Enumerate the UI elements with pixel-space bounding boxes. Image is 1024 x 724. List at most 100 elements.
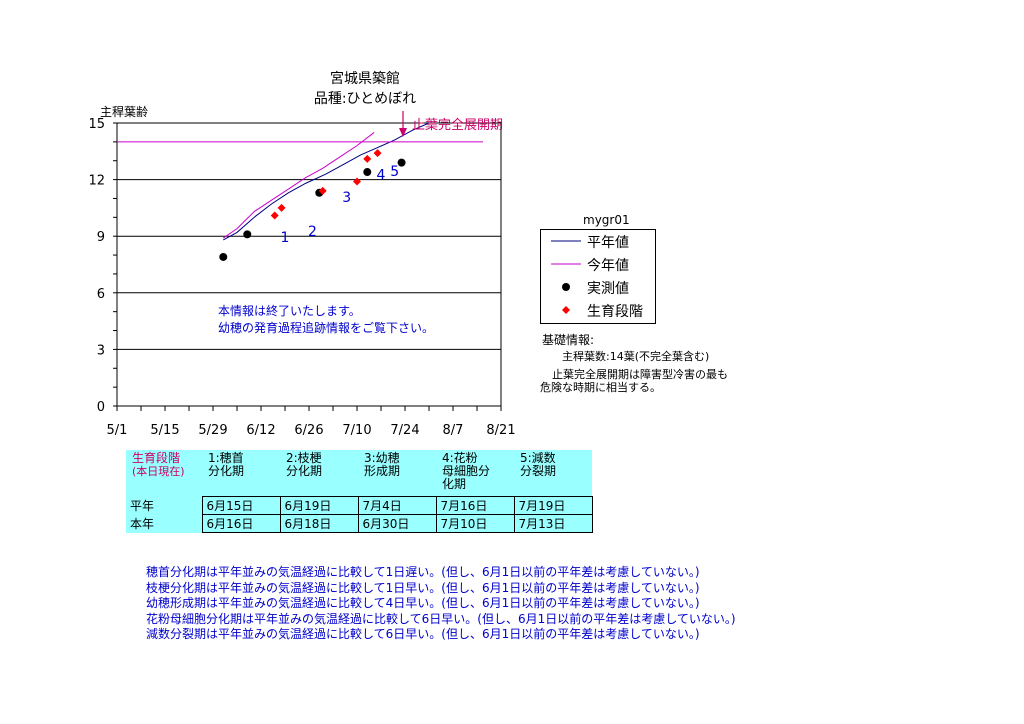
info-heading: 基礎情報: — [542, 333, 595, 347]
info-line-2: 止葉完全展開期は障害型冷害の最も — [552, 368, 728, 381]
stage-header-4-line-1: 4:花粉 — [442, 451, 478, 465]
y-axis-label: 主稈葉齢 — [100, 105, 149, 119]
stage-cell: 6月16日 — [201, 514, 281, 533]
legend-line-normal-icon — [551, 240, 581, 242]
legend-label-normal: 平年値 — [587, 235, 629, 251]
series-line-normal — [223, 122, 430, 241]
stage-point — [363, 154, 372, 163]
x-tick-label: 7/24 — [390, 423, 419, 438]
legend-item-normal: 平年値 — [541, 230, 655, 252]
legend-label-measured: 実測値 — [587, 281, 629, 297]
chart-series: 1 2 3 4 5 — [219, 122, 430, 261]
legend-label-current: 今年値 — [587, 258, 629, 274]
legend-diamond-icon — [562, 306, 570, 314]
y-tick-label: 12 — [88, 174, 105, 189]
stage-number-label: 3 — [342, 190, 351, 206]
stage-row-label: 平年 — [126, 496, 202, 515]
info-line-1: 主稈葉数:14葉(不完全葉含む) — [562, 350, 710, 363]
flag-leaf-arrowhead — [399, 128, 407, 137]
corner-line-1: 生育段階 — [132, 451, 181, 465]
chart-subtitle: 品種:ひとめぼれ — [313, 91, 417, 107]
legend-circle-icon — [562, 283, 570, 291]
stage-header-5-line-1: 5:減数 — [520, 451, 556, 465]
legend-item-current: 今年値 — [541, 253, 655, 275]
stage-cell: 7月4日 — [357, 496, 437, 515]
stage-row-label: 本年 — [126, 514, 202, 533]
stage-point — [373, 149, 382, 158]
legend-line-current-icon — [551, 263, 581, 265]
x-tick-label: 8/7 — [443, 423, 464, 438]
stage-header-2: 2:枝梗 分化期 — [280, 450, 358, 497]
stage-header-5: 5:減数 分裂期 — [514, 450, 592, 497]
stage-cell: 7月19日 — [513, 496, 593, 515]
measured-point — [363, 168, 372, 177]
stage-row-current: 本年 6月16日 6月18日 6月30日 7月10日 7月13日 — [126, 514, 593, 533]
legend-title: mygr01 — [583, 213, 630, 227]
notice-line-2: 幼穂の発育過程追跡情報をご覧下さい。 — [218, 321, 435, 335]
stage-cell: 6月30日 — [357, 514, 437, 533]
stage-header-4: 4:花粉 母細胞分 化期 — [436, 450, 514, 497]
y-tick-label: 0 — [97, 400, 105, 415]
stage-point — [353, 177, 361, 186]
x-tick-label: 7/10 — [342, 423, 371, 438]
stage-number-label: 1 — [281, 230, 290, 246]
stage-header-2-line-2: 分化期 — [286, 464, 323, 478]
summary-line-4: 花粉母細胞分化期は平年並みの気温経過に比較して6日早い。(但し、6月1日以前の平… — [146, 611, 736, 626]
stage-header-5-line-2: 分裂期 — [520, 464, 557, 478]
x-tick-label: 6/12 — [246, 423, 275, 438]
stage-row-normal: 平年 6月15日 6月19日 7月4日 7月16日 7月19日 — [126, 496, 593, 515]
x-tick-label: 5/15 — [150, 423, 179, 438]
stage-cell: 6月19日 — [279, 496, 359, 515]
stage-header-2-line-1: 2:枝梗 — [286, 451, 322, 465]
stage-header-4-line-2: 母細胞分 — [442, 464, 491, 478]
stage-cell: 7月13日 — [513, 514, 593, 533]
stage-number-label: 2 — [308, 224, 317, 240]
plot-frame — [116, 122, 502, 407]
flag-leaf-label: 止葉完全展開期 — [412, 118, 504, 133]
stage-table-corner: 生育段階 (本日現在) — [126, 450, 202, 497]
legend-item-measured: 実測値 — [541, 276, 655, 298]
series-line-current — [223, 132, 375, 239]
measured-point — [397, 158, 406, 167]
stage-cell: 7月10日 — [435, 514, 515, 533]
y-tick-label: 6 — [97, 287, 105, 302]
stage-header-3: 3:幼穂 形成期 — [358, 450, 436, 497]
stage-number-label: 5 — [390, 164, 399, 180]
stage-table: 生育段階 (本日現在) 1:穂首 分化期 2:枝梗 分化期 3:幼穂 形成期 4… — [126, 450, 593, 533]
stage-header-3-line-1: 3:幼穂 — [364, 451, 400, 465]
stage-point — [318, 186, 327, 195]
stage-number-label: 4 — [377, 168, 386, 184]
y-tick-label: 9 — [97, 230, 105, 245]
legend-item-stage: 生育段階 — [541, 299, 655, 321]
measured-point — [243, 230, 252, 239]
y-tick-label: 15 — [88, 117, 105, 132]
chart-legend: 平年値 今年値 実測値 生育段階 — [540, 229, 656, 324]
summary-line-2: 枝梗分化期は平年並みの気温経過に比較して1日早い。(但し、6月1日以前の平年差は… — [146, 580, 700, 595]
stage-table-header: 生育段階 (本日現在) 1:穂首 分化期 2:枝梗 分化期 3:幼穂 形成期 4… — [126, 450, 592, 497]
stage-cell: 7月16日 — [435, 496, 515, 515]
summary-line-3: 幼穂形成期は平年並みの気温経過に比較して4日早い。(但し、6月1日以前の平年差は… — [146, 596, 700, 610]
x-tick-label: 8/21 — [486, 423, 515, 438]
chart-title: 宮城県築館 — [330, 71, 400, 87]
stage-point — [270, 211, 279, 220]
x-tick-label: 6/26 — [294, 423, 323, 438]
summary-line-5: 減数分裂期は平年並みの気温経過に比較して6日早い。(但し、6月1日以前の平年差は… — [146, 627, 700, 641]
stage-cell: 6月18日 — [279, 514, 359, 533]
stage-header-4-line-3: 化期 — [442, 477, 467, 491]
summary-line-1: 穂首分化期は平年並みの気温経過に比較して1日遅い。(但し、6月1日以前の平年差は… — [146, 565, 700, 579]
stage-header-3-line-2: 形成期 — [364, 464, 401, 478]
flag-leaf-annotation — [117, 111, 483, 143]
stage-cell: 6月15日 — [201, 496, 281, 515]
legend-label-stage: 生育段階 — [587, 304, 643, 320]
stage-header-1-line-1: 1:穂首 — [208, 451, 244, 465]
y-tick-label: 3 — [97, 343, 105, 358]
stage-header-1-line-2: 分化期 — [208, 464, 245, 478]
stage-summary: 穂首分化期は平年並みの気温経過に比較して1日遅い。(但し、6月1日以前の平年差は… — [146, 565, 736, 643]
x-tick-label: 5/29 — [198, 423, 227, 438]
info-line-3: 危険な時期に相当する。 — [540, 381, 661, 394]
x-tick-label: 5/1 — [107, 423, 128, 438]
notice-line-1: 本情報は終了いたします。 — [218, 304, 361, 318]
stage-point — [277, 203, 286, 212]
